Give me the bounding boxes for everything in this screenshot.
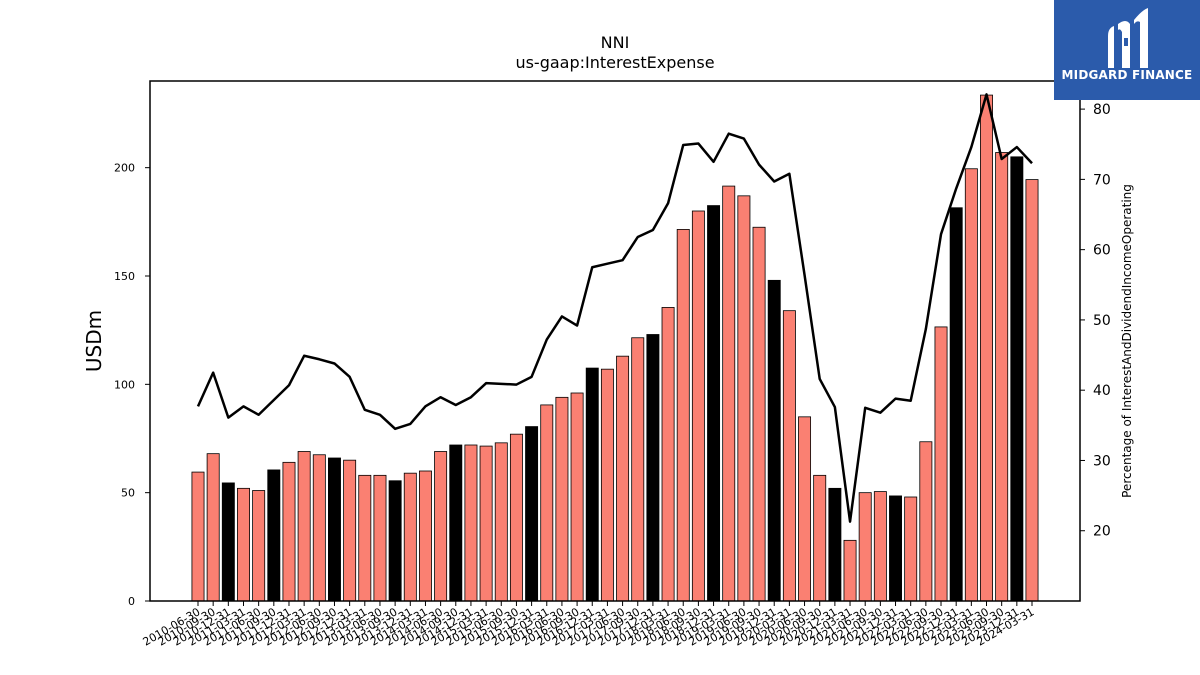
bar — [873, 491, 887, 602]
bar — [828, 487, 842, 602]
bar — [555, 396, 569, 602]
bar — [312, 454, 326, 602]
bar — [328, 457, 341, 602]
y-tick-label: 200 — [114, 162, 135, 175]
bar — [570, 392, 584, 602]
bar — [297, 451, 311, 602]
y2-tick-label: 70 — [1093, 172, 1111, 188]
bar — [737, 195, 751, 602]
y2-tick-label: 30 — [1093, 453, 1111, 469]
y2-tick-label: 60 — [1093, 243, 1111, 259]
line-layer — [196, 93, 1033, 523]
y2-axis-label: Percentage of InterestAndDividendIncomeO… — [1120, 184, 1134, 498]
y-axis-right: 20 30 40 50 60 70 80 — [1080, 102, 1111, 540]
bar — [919, 441, 933, 602]
bar — [509, 433, 523, 602]
y-axis-label: USDm — [82, 310, 106, 372]
bar — [191, 471, 205, 602]
bar — [494, 442, 508, 602]
bar — [707, 205, 721, 602]
bar — [252, 490, 266, 602]
bar — [403, 472, 417, 602]
bar — [782, 310, 796, 602]
bar — [206, 453, 220, 602]
bar — [525, 426, 539, 602]
bar — [221, 482, 235, 602]
bar — [479, 445, 493, 602]
chart-title: NNI — [601, 33, 630, 52]
y2-tick-label: 80 — [1093, 102, 1111, 118]
bar — [646, 334, 660, 602]
y-tick-label: 0 — [128, 595, 135, 608]
bar — [964, 168, 978, 602]
bar — [661, 307, 675, 602]
bar — [1010, 156, 1024, 602]
bar — [722, 185, 736, 602]
bar — [585, 367, 599, 602]
bar — [237, 487, 250, 602]
bar — [449, 444, 463, 602]
brand-name: MIDGARD FINANCE — [1061, 68, 1193, 82]
midgard-logo-icon — [1108, 8, 1148, 68]
bar — [798, 416, 812, 602]
x-axis: 2010-06-302010-09-302010-12-312011-03-31… — [141, 601, 1037, 649]
bar — [358, 474, 372, 602]
brand-logo: MIDGARD FINANCE — [1054, 0, 1200, 100]
bar — [267, 469, 281, 602]
bar — [934, 326, 948, 602]
series-line — [196, 93, 1033, 523]
chart-subtitle: us-gaap:InterestExpense — [515, 53, 714, 72]
bar — [1025, 179, 1039, 602]
y-tick-label: 100 — [114, 378, 135, 391]
bar — [434, 451, 448, 602]
bar — [282, 461, 296, 602]
bar — [752, 226, 766, 602]
bar — [904, 496, 918, 602]
bar — [540, 404, 554, 602]
bar — [343, 459, 357, 602]
bar — [616, 355, 630, 602]
bar — [949, 207, 963, 602]
y2-tick-label: 40 — [1093, 383, 1111, 399]
bar — [464, 444, 478, 602]
bar — [691, 210, 705, 602]
y-tick-label: 50 — [121, 487, 135, 500]
bar — [767, 279, 781, 602]
bars-layer — [191, 94, 1039, 602]
bar — [373, 474, 387, 602]
bar — [980, 94, 993, 602]
y-axis-left: 0 50 100 150 200 — [114, 162, 150, 608]
bar — [843, 539, 857, 602]
bar — [995, 152, 1009, 602]
plot-frame — [149, 80, 1081, 602]
y2-tick-label: 20 — [1093, 524, 1111, 540]
bar — [600, 368, 614, 602]
bar — [858, 492, 872, 602]
y-tick-label: 150 — [114, 270, 135, 283]
bar — [889, 495, 902, 602]
bar — [388, 480, 402, 602]
y2-tick-label: 50 — [1093, 313, 1111, 329]
bar — [813, 474, 827, 602]
bar — [631, 337, 645, 602]
bar — [676, 229, 690, 602]
bar — [418, 470, 432, 602]
